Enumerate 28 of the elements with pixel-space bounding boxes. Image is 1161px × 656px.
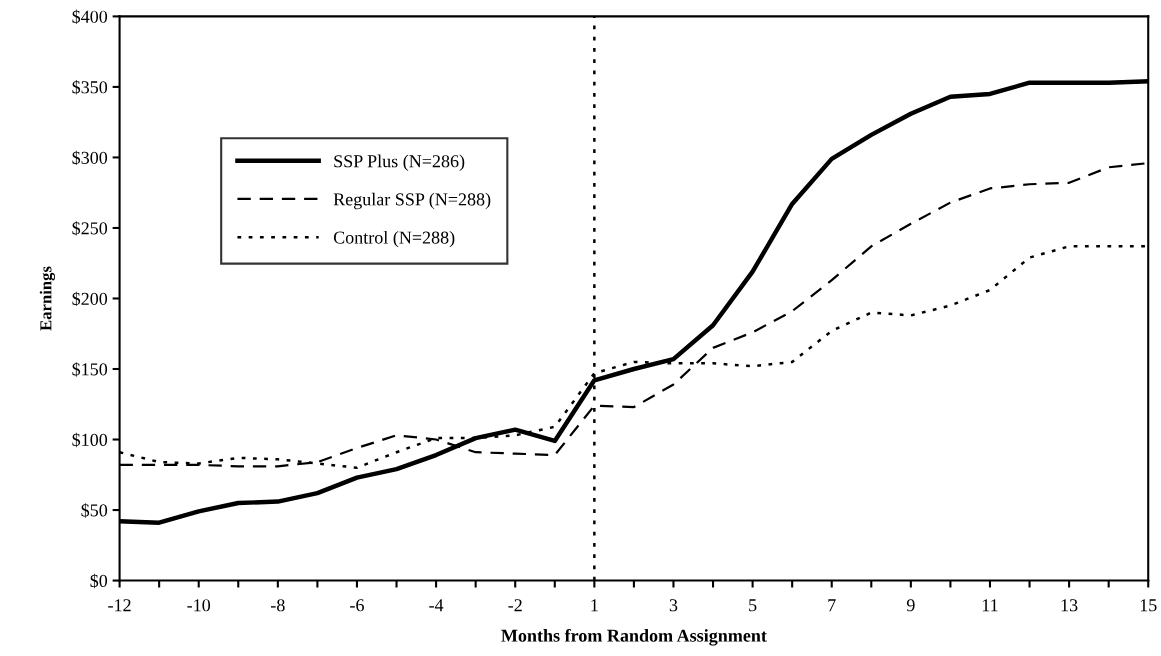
y-tick-label: $400 — [72, 9, 108, 25]
y-tick-label: $150 — [72, 362, 108, 377]
x-tick-label: 7 — [828, 599, 836, 612]
x-axis-title: Months from Random Assignment — [501, 628, 767, 646]
legend-label: Regular SSP (N=288) — [333, 192, 491, 210]
legend-label: SSP Plus (N=286) — [334, 154, 465, 171]
legend-label: Control (N=288) — [333, 230, 455, 248]
y-axis-title: Earnings — [39, 266, 55, 331]
y-tick-label: $200 — [72, 291, 108, 307]
x-tick-label: -10 — [187, 599, 211, 612]
x-tick-label: 1 — [591, 599, 598, 612]
x-tick-label: -12 — [108, 599, 131, 612]
x-tick-label: 11 — [982, 599, 998, 612]
x-tick-label: -6 — [350, 599, 364, 612]
y-tick-label: $100 — [72, 432, 108, 448]
y-tick-label: $50 — [81, 503, 108, 518]
y-tick-label: $300 — [72, 150, 108, 166]
x-tick-label: 13 — [1061, 599, 1078, 612]
y-tick-label: $0 — [90, 573, 108, 589]
x-tick-label: -4 — [429, 599, 444, 612]
x-tick-label: 3 — [669, 599, 678, 612]
x-tick-label: 5 — [749, 599, 757, 612]
x-tick-label: 15 — [1140, 599, 1157, 612]
x-tick-label: 9 — [906, 599, 915, 612]
y-tick-label: $350 — [72, 80, 108, 95]
x-tick-label: -2 — [508, 599, 522, 612]
x-tick-label: -8 — [270, 599, 285, 612]
y-tick-label: $250 — [72, 221, 108, 236]
